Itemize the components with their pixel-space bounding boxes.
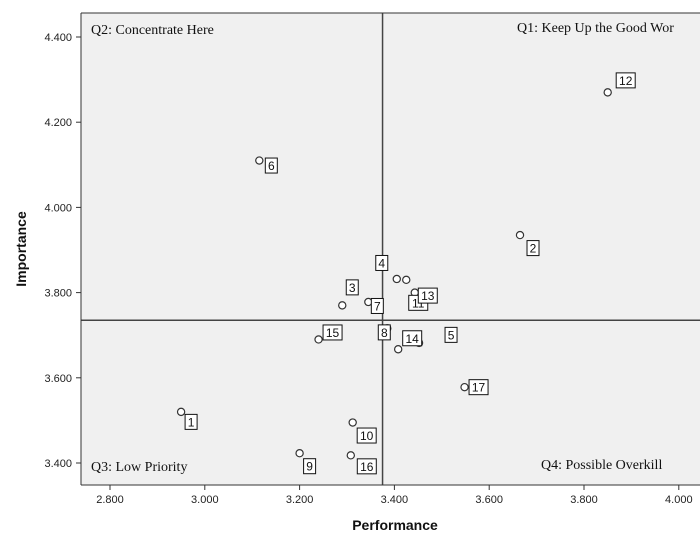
plot-background: [81, 13, 700, 485]
data-point-label-text: 13: [421, 289, 435, 303]
data-point-label: 14: [402, 330, 423, 347]
data-point-label-text: 10: [360, 429, 374, 443]
data-point-label: 3: [345, 279, 359, 296]
data-point-label: 5: [444, 326, 458, 343]
data-point-label-text: 2: [530, 242, 537, 256]
data-point-label-box: [468, 379, 489, 396]
data-point-label: 6: [264, 157, 278, 174]
data-point-marker: [295, 449, 304, 458]
data-point-label-text: 3: [349, 281, 356, 295]
data-point-label-text: 14: [406, 332, 420, 346]
data-point-label-text: 5: [448, 328, 455, 342]
y-axis-title: Importance: [13, 211, 29, 287]
data-point-label: 4: [375, 254, 389, 271]
data-point-label: 15: [322, 324, 343, 341]
data-point-label-text: 7: [374, 299, 381, 313]
data-point-label: 12: [615, 72, 636, 89]
y-tick-label: 3.600: [44, 373, 72, 385]
data-point-marker: [460, 382, 469, 392]
y-tick-label: 4.200: [44, 117, 72, 129]
data-point-label-box: [615, 72, 636, 89]
data-point-marker: [176, 407, 186, 417]
data-point-marker: [393, 345, 403, 354]
data-point-label: 7: [370, 297, 384, 314]
data-point-label-box: [526, 240, 540, 257]
y-tick-label: 4.400: [44, 32, 72, 44]
x-tick-label: 4.000: [665, 494, 693, 506]
data-point-label: 9: [303, 458, 317, 475]
data-point-label: 8: [377, 324, 391, 341]
x-axis-title: Performance: [352, 517, 438, 533]
quadrant-label-q1: Q1: Keep Up the Good Wor: [517, 21, 674, 36]
data-point-label-box: [264, 157, 278, 174]
data-point-label-box: [184, 413, 198, 430]
x-tick-label: 3.200: [286, 494, 314, 506]
data-point-label-text: 12: [619, 74, 633, 88]
y-tick-label: 3.800: [44, 288, 72, 300]
data-point-label-text: 8: [381, 326, 388, 340]
data-point-label-text: 9: [306, 460, 313, 474]
data-point-marker: [603, 88, 612, 97]
data-point-marker: [338, 301, 347, 310]
data-point-label-box: [356, 458, 377, 475]
x-tick-label: 2.800: [96, 494, 124, 506]
data-point-marker: [346, 451, 355, 460]
quadrant-label-q2: Q2: Concentrate Here: [91, 23, 214, 38]
data-point-label-text: 15: [326, 326, 340, 340]
data-point-label: 13: [417, 287, 438, 304]
x-tick-label: 3.800: [570, 494, 598, 506]
x-tick-label: 3.400: [381, 494, 409, 506]
data-point-label-text: 16: [360, 460, 374, 474]
data-point-label-box: [444, 326, 458, 343]
data-point-label-box: [377, 324, 391, 341]
data-point-label-text: 6: [268, 159, 275, 173]
data-point-label-text: 17: [472, 381, 486, 395]
data-point-label: 2: [526, 240, 540, 257]
data-point-label-box: [417, 287, 438, 304]
y-tick-label: 3.400: [44, 458, 72, 470]
data-point-marker: [515, 230, 525, 240]
data-point-label-text: 4: [378, 256, 385, 270]
data-point-label-box: [370, 297, 384, 314]
quadrant-label-q3: Q3: Low Priority: [91, 460, 187, 475]
data-point-marker: [348, 418, 357, 427]
data-point-label-box: [345, 279, 359, 296]
data-point-label-box: [322, 324, 343, 341]
data-point-label: 17: [468, 379, 489, 396]
data-point-label-text: 1: [188, 415, 195, 429]
quadrant-label-q4: Q4: Possible Overkill: [541, 458, 662, 473]
data-point-label: 16: [356, 458, 377, 475]
data-point-label-box: [356, 427, 377, 444]
y-tick-label: 4.000: [44, 202, 72, 214]
data-point-marker: [392, 274, 401, 284]
data-point-label: 1: [184, 413, 198, 430]
data-point-marker: [255, 156, 264, 165]
x-tick-label: 3.000: [191, 494, 219, 506]
x-tick-label: 3.600: [475, 494, 503, 506]
data-point-label-box: [402, 330, 423, 347]
data-point-marker: [402, 275, 411, 285]
data-point-label: 10: [356, 427, 377, 444]
data-point-marker: [314, 335, 323, 344]
data-point-label-box: [375, 254, 389, 271]
data-point-label-box: [303, 458, 317, 475]
